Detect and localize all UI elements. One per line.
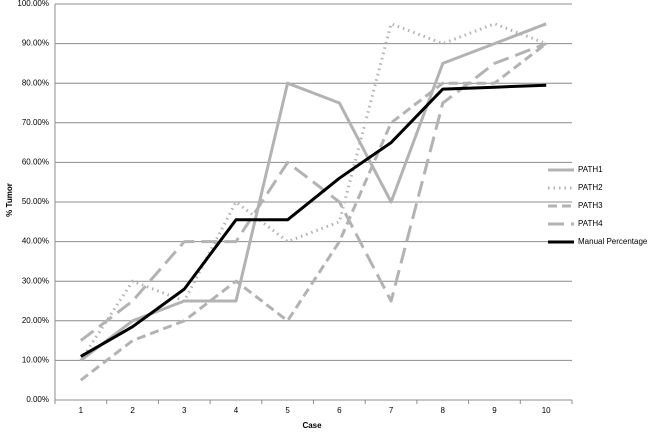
series-line bbox=[79, 22, 547, 362]
x-axis-title: Case bbox=[302, 421, 322, 430]
y-tick-label: 0.00% bbox=[26, 395, 49, 404]
legend-label: PATH1 bbox=[578, 165, 603, 174]
y-tick-label: 50.00% bbox=[22, 197, 49, 206]
x-tick-label: 6 bbox=[337, 406, 342, 415]
y-tick-label: 70.00% bbox=[22, 118, 49, 127]
x-tick-label: 4 bbox=[234, 406, 239, 415]
y-tick-label: 10.00% bbox=[22, 356, 49, 365]
legend-label: PATH4 bbox=[578, 219, 603, 228]
y-tick-label: 100.00% bbox=[17, 0, 49, 8]
y-tick-label: 80.00% bbox=[22, 78, 49, 87]
x-tick-label: 1 bbox=[79, 406, 84, 415]
x-tick-label: 9 bbox=[492, 406, 497, 415]
series-line bbox=[79, 42, 547, 342]
y-tick-label: 20.00% bbox=[22, 316, 49, 325]
series-line bbox=[79, 22, 547, 362]
y-tick-label: 90.00% bbox=[22, 39, 49, 48]
legend-label: PATH3 bbox=[578, 201, 603, 210]
x-tick-label: 7 bbox=[389, 406, 394, 415]
x-tick-label: 3 bbox=[182, 406, 187, 415]
y-tick-label: 30.00% bbox=[22, 276, 49, 285]
legend-label: Manual Percentage bbox=[578, 237, 648, 246]
legend-label: PATH2 bbox=[578, 183, 603, 192]
y-axis-title: % Tumor bbox=[5, 183, 14, 217]
series-line bbox=[80, 83, 547, 358]
x-tick-label: 5 bbox=[285, 406, 290, 415]
y-tick-label: 40.00% bbox=[22, 237, 49, 246]
x-tick-label: 10 bbox=[542, 406, 551, 415]
y-tick-label: 60.00% bbox=[22, 158, 49, 167]
x-tick-label: 8 bbox=[441, 406, 446, 415]
x-tick-label: 2 bbox=[130, 406, 135, 415]
